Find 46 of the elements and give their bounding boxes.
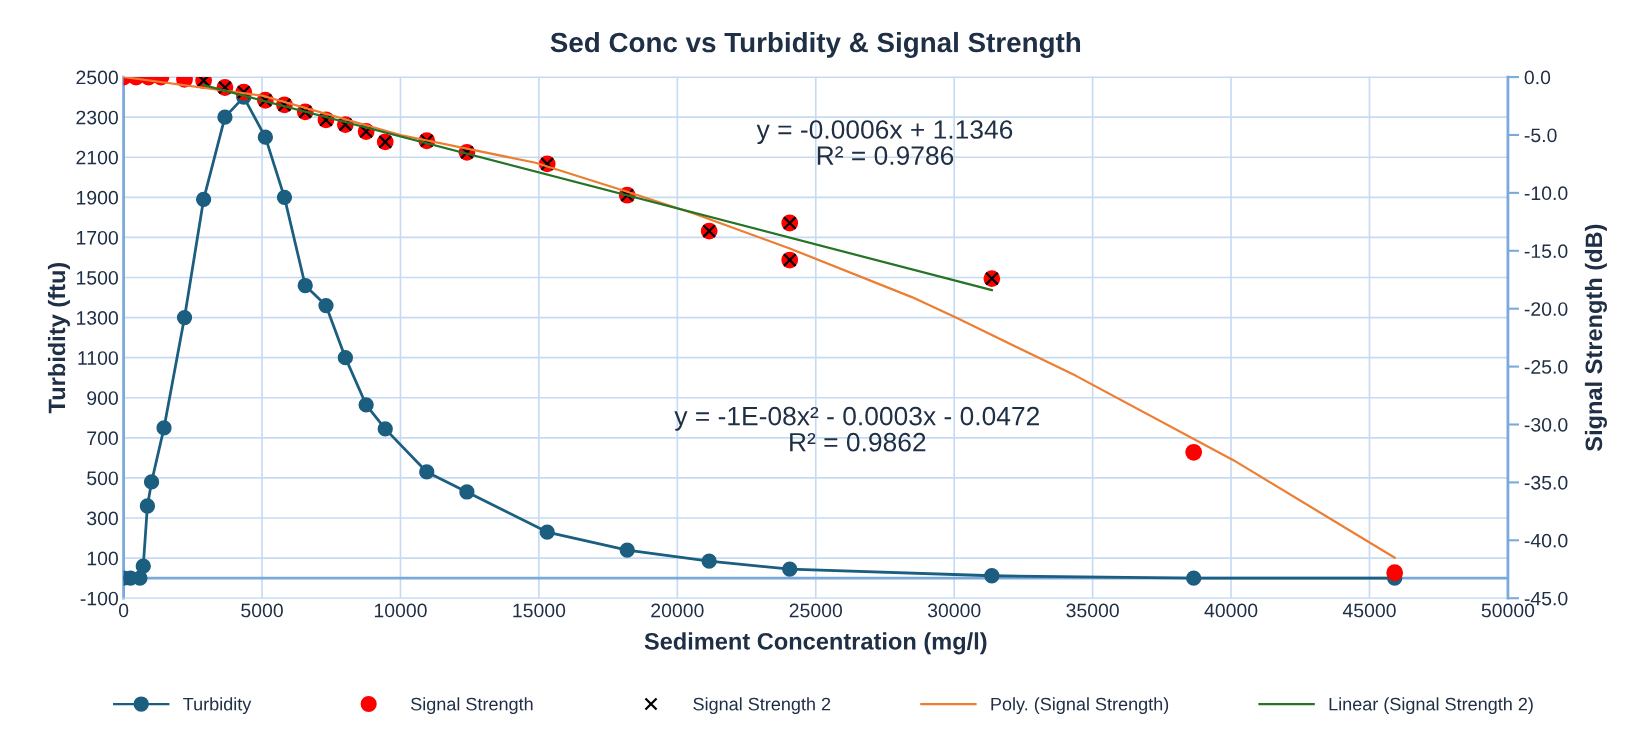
y-tick-label: 2100 <box>76 150 118 165</box>
x-axis-title: Sediment Concentration (mg/l) <box>644 632 987 655</box>
legend-label: Signal Strength <box>411 697 533 715</box>
x-tick-label: 40000 <box>1204 603 1258 618</box>
y-tick-label: 2500 <box>76 70 118 85</box>
y-tick-label: 1700 <box>76 230 118 245</box>
y-tick-label: -100 <box>80 591 118 606</box>
y2-tick-label: -10.0 <box>1524 186 1568 201</box>
y2-tick-label: 0.0 <box>1524 70 1551 85</box>
y2-tick-label: -15.0 <box>1524 244 1568 259</box>
annotation: y = -1E-08x² - 0.0003x - 0.0472 <box>674 406 1039 431</box>
chart-title: Sed Conc vs Turbidity & Signal Strength <box>550 31 1081 58</box>
x-tick-label: 10000 <box>374 603 427 618</box>
y-tick-label: 1900 <box>76 190 118 205</box>
x-tick-label: 30000 <box>927 603 981 618</box>
x-tick-label: 20000 <box>651 603 704 618</box>
x-tick-label: 5000 <box>241 603 283 618</box>
annotation: R² = 0.9786 <box>817 146 954 165</box>
legend-label: Signal Strength 2 <box>693 697 831 715</box>
y-tick-label: 300 <box>87 511 118 526</box>
x-tick-label: 0 <box>118 603 129 618</box>
x-tick-label: 35000 <box>1066 603 1119 618</box>
legend-label: Turbidity <box>183 697 252 715</box>
y2-tick-label: -30.0 <box>1524 417 1568 432</box>
y-axis-title: Turbidity (ftu) <box>47 262 70 414</box>
annotation: y = -0.0006x + 1.1346 <box>756 120 1013 145</box>
y-tick-label: 2300 <box>76 110 118 125</box>
legend-label: Linear (Signal Strength 2) <box>1329 697 1533 715</box>
y2-tick-label: -35.0 <box>1524 475 1568 490</box>
y-tick-label: 100 <box>87 551 118 566</box>
y-tick-label: 1500 <box>76 270 118 285</box>
x-tick-label: 15000 <box>513 603 566 618</box>
y2-axis-title: Signal Strength (dB) <box>1584 224 1607 452</box>
y2-tick-label: -25.0 <box>1524 360 1568 374</box>
y-tick-label: 1300 <box>76 311 118 325</box>
y-tick-label: 500 <box>87 471 118 486</box>
y-tick-label: 700 <box>87 431 118 446</box>
y-tick-label: 900 <box>87 391 118 406</box>
y2-tick-label: -20.0 <box>1524 302 1568 316</box>
legend-label: Poly. (Signal Strength) <box>991 697 1169 715</box>
x-tick-label: 45000 <box>1342 603 1396 618</box>
x-tick-label: 25000 <box>789 603 843 618</box>
y2-tick-label: -5.0 <box>1524 128 1557 143</box>
annotation: R² = 0.9862 <box>790 432 926 452</box>
y-tick-label: 1100 <box>78 351 118 365</box>
y2-tick-label: -40.0 <box>1524 533 1568 548</box>
